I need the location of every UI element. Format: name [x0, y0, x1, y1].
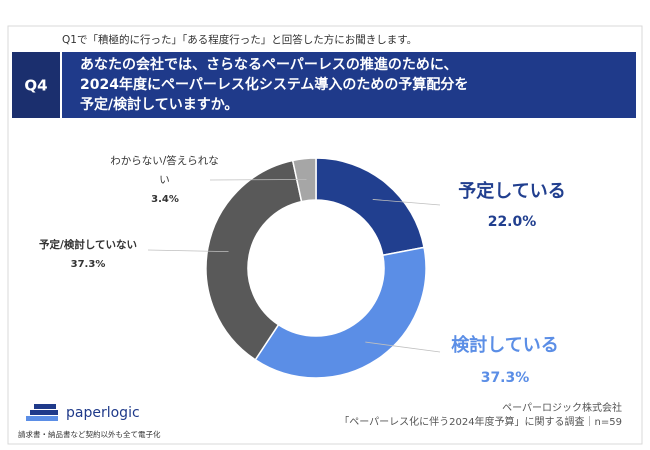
donut-slice [254, 246, 427, 379]
question-box [62, 52, 636, 118]
value-label: 37.3% [481, 370, 530, 386]
frame [7, 25, 643, 445]
logo-icon [26, 404, 58, 421]
company: ペーパーロジック株式会社 [502, 401, 622, 414]
logo-text: paperlogic [66, 405, 140, 421]
leader-line [372, 199, 441, 206]
question-line: 予定/検討していますか。 [80, 96, 238, 113]
qnum: Q4 [24, 77, 47, 95]
category-label: わからない/答えられない [110, 155, 219, 186]
value-label: 3.4% [151, 194, 179, 205]
leader-line [147, 249, 229, 252]
category-label: 予定/検討していない [39, 238, 137, 251]
question-line: 2024年度にペーパーレス化システム導入のための予算配分を [80, 76, 468, 93]
value-label: 37.3% [71, 259, 106, 270]
note: Q1で「積極的に行った」「ある程度行った」と回答した方にお聞きします。 [62, 33, 417, 46]
category-label: 予定している [458, 180, 565, 202]
question-line: あなたの会社では、さらなるペーパーレスの推進のために、 [80, 56, 457, 73]
donut-slice [205, 159, 303, 361]
leader-line [365, 341, 441, 353]
donut-slice [315, 157, 425, 257]
category-label: 検討している [451, 334, 558, 356]
source: 「ペーパーレス化に伴う2024年度予算」に関する調査｜n=59 [339, 415, 622, 428]
tagline: 請求書・納品書など契約以外も全て電子化 [18, 429, 161, 439]
qnum-box [12, 52, 60, 118]
value-label: 22.0% [488, 214, 537, 230]
